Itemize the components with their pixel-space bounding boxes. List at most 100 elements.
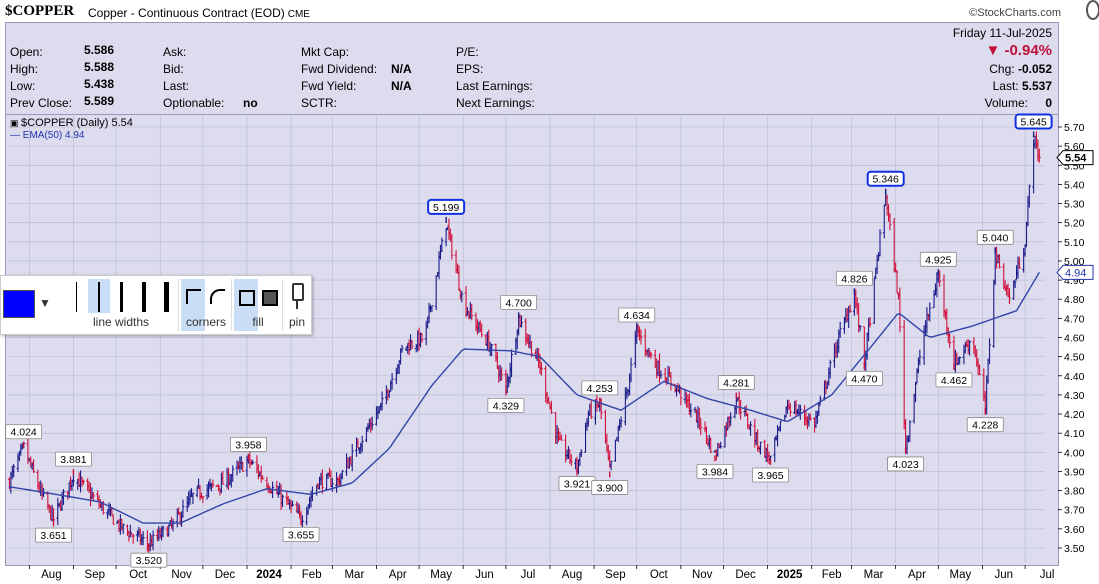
price-bar (211, 479, 215, 488)
annotation-label: 3.984 (696, 463, 734, 479)
price-bar (221, 470, 225, 485)
line-width-5[interactable] (164, 282, 169, 312)
price-bar (480, 323, 484, 338)
price-bar (895, 269, 899, 294)
price-bar (749, 421, 753, 436)
price-bar (450, 233, 454, 260)
price-bar (938, 270, 942, 287)
price-bar (818, 395, 822, 405)
last2-label: Last: (992, 79, 1019, 93)
solid-fill-icon[interactable] (262, 290, 278, 306)
price-bar (290, 500, 294, 507)
quote-info-panel: Open: 5.586 High: 5.588 Low: 5.438 Prev … (5, 22, 1059, 114)
price-bar (430, 305, 434, 312)
pin-icon[interactable] (292, 283, 304, 301)
price-bar (649, 351, 653, 359)
legend-ema-text: EMA(50) 4.94 (23, 130, 85, 141)
color-picker[interactable] (3, 290, 35, 318)
annotation-value: 5.199 (433, 202, 459, 214)
price-bar (440, 237, 444, 253)
annotation-box (887, 456, 924, 472)
annotation-box (717, 375, 755, 390)
price-bar (838, 321, 842, 338)
x-tick-label: Nov (171, 569, 192, 581)
price-bar (520, 315, 524, 328)
annotation-value: 4.462 (941, 375, 967, 387)
y-tick-label: 5.30 (1064, 199, 1085, 211)
y-axis: 3.50 3.60 3.70 3.80 3.90 4.00 4.10 4.20 4.30 4.40… (1058, 122, 1085, 555)
x-tick-label: Mar (344, 569, 364, 581)
annotation-toolbar: ▼ line widths corners fill pin (0, 275, 312, 335)
price-bar (350, 444, 354, 472)
price-bar (828, 359, 832, 379)
color-dropdown-icon[interactable]: ▼ (39, 296, 51, 310)
price-bars (7, 131, 1041, 553)
x-tick-label: Dec (215, 569, 236, 581)
ema-line (9, 272, 1040, 524)
fwd-dividend-label: Fwd Dividend: (301, 62, 378, 76)
annotation-value: 3.921 (564, 478, 590, 490)
annotation-box (427, 198, 466, 215)
bid-label: Bid: (163, 62, 184, 76)
y-tick-label: 4.10 (1064, 428, 1085, 440)
description-text: Copper - Continuous Contract (EOD) (88, 6, 285, 20)
annotation-box (966, 417, 1004, 433)
price-bar (434, 275, 438, 311)
price-bar (882, 204, 886, 239)
y-tick-label: 4.60 (1064, 333, 1085, 345)
legend-main: ▣ $COPPER (Daily) 5.54 (10, 117, 133, 129)
annotation-value: 4.700 (506, 297, 532, 309)
last-price-tag-text: 5.54 (1065, 153, 1087, 165)
price-bar (639, 329, 643, 345)
annotation-box (935, 372, 973, 388)
square-corner-icon[interactable] (186, 289, 201, 304)
price-bar (579, 449, 583, 458)
legend-main-text: $COPPER (Daily) 5.54 (21, 117, 133, 129)
chg-label: Chg: (989, 62, 1015, 76)
price-bar (848, 304, 852, 313)
y-tick-label: 4.40 (1064, 371, 1085, 383)
y-tick-label: 4.50 (1064, 352, 1085, 364)
annotation-value: 4.024 (11, 427, 37, 439)
annotation-label: 4.634 (618, 307, 656, 323)
no-fill-icon[interactable] (239, 290, 255, 306)
line-width-2[interactable] (98, 282, 100, 312)
price-bar (151, 530, 155, 551)
price-bar (12, 463, 16, 478)
price-bar (997, 254, 1001, 269)
price-bar (131, 534, 135, 544)
fill-label: fill (252, 315, 264, 329)
price-bar (91, 491, 95, 501)
corners-group: corners (181, 279, 232, 331)
line-width-1[interactable] (76, 282, 77, 312)
annotation-box (591, 480, 629, 495)
fill-group: fill (234, 279, 283, 331)
price-bar (773, 437, 777, 463)
brand-label[interactable]: ©StockCharts.com (969, 7, 1061, 19)
ema-value-tag: 4.94 (1056, 264, 1094, 280)
line-widths-group: line widths (64, 279, 179, 331)
price-bar (56, 497, 60, 526)
annotation-box (581, 380, 619, 396)
legend-ema-dash: — (10, 130, 23, 141)
line-width-3[interactable] (120, 282, 123, 312)
annotation-value: 4.253 (587, 383, 613, 395)
y-tick-label: 5.20 (1064, 218, 1085, 230)
y-tick-label: 5.10 (1064, 237, 1085, 249)
price-bar (643, 328, 647, 357)
x-tick-label: Apr (389, 569, 407, 581)
round-corner-icon[interactable] (210, 289, 225, 304)
pin-needle (296, 299, 298, 309)
price-bar (878, 228, 882, 257)
line-width-4[interactable] (142, 282, 146, 312)
annotation-label: 4.253 (581, 380, 619, 396)
low-label: Low: (10, 79, 36, 93)
annotation-value: 3.958 (235, 439, 261, 451)
price-bar (1037, 148, 1041, 163)
annotation-label: 4.023 (887, 456, 924, 472)
last-price-tag: 5.54 (1056, 150, 1094, 166)
price-bar (958, 356, 962, 365)
annotation-box (919, 251, 957, 267)
fwd-yield-label: Fwd Yield: (301, 79, 357, 93)
